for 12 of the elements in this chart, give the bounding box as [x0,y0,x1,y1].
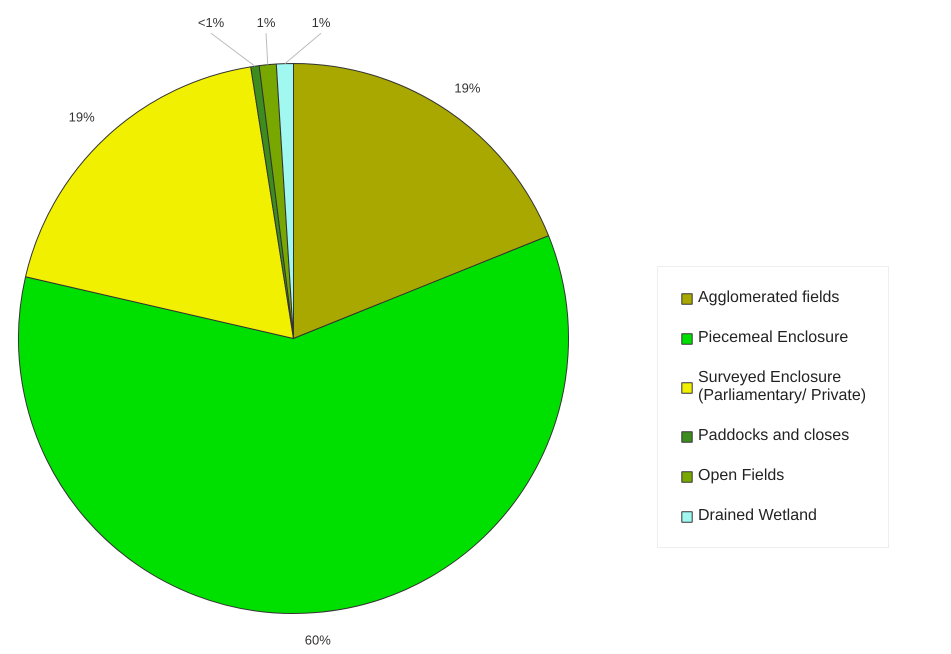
data-label: 1% [256,14,276,30]
legend-label: Agglomerated fields [698,289,840,307]
legend-label: Surveyed Enclosure (Parliamentary/ Private) [698,369,866,405]
data-label: 60% [304,632,332,648]
data-label: 19% [68,110,96,125]
data-label: <1% [198,14,225,30]
legend-label: Drained Wetland [698,507,817,525]
data-label: 19% [454,80,481,96]
legend-label: Piecemeal Enclosure [698,329,848,347]
data-label: 1% [312,14,331,30]
legend-label: Paddocks and closes [698,427,850,445]
legend-label: Open Fields [698,467,784,485]
